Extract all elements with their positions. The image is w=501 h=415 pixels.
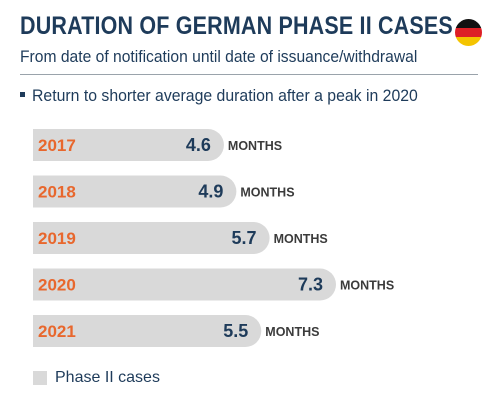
unit-label-2020: MONTHS: [340, 279, 394, 293]
unit-label-2021: MONTHS: [265, 325, 319, 339]
bar-2020: [33, 268, 336, 301]
bar-2018: [33, 175, 237, 208]
legend-label: Phase II cases: [55, 369, 160, 386]
legend-swatch: [33, 371, 47, 385]
value-label-2021: 5.5: [223, 321, 248, 341]
category-label-2020: 2020: [38, 276, 76, 295]
bar-2021: [33, 315, 262, 347]
value-label-2019: 5.7: [232, 228, 257, 248]
germany-flag-icon: [455, 19, 482, 46]
key-finding-text: Return to shorter average duration after…: [32, 86, 418, 105]
category-label-2021: 2021: [38, 322, 76, 341]
bar-2017: [33, 129, 224, 161]
unit-label-2017: MONTHS: [228, 139, 282, 153]
legend: Phase II cases: [33, 369, 160, 387]
value-label-2017: 4.6: [186, 135, 211, 155]
unit-label-2019: MONTHS: [274, 232, 328, 246]
value-label-2020: 7.3: [298, 275, 323, 295]
category-label-2018: 2018: [38, 183, 76, 202]
key-finding: Return to shorter average duration after…: [20, 86, 447, 106]
category-label-2019: 2019: [38, 229, 76, 248]
value-label-2018: 4.9: [198, 182, 223, 202]
chart-title: DURATION OF GERMAN PHASE II CASES: [20, 12, 453, 40]
bullet-icon: [20, 92, 25, 98]
header-divider: [20, 74, 478, 75]
unit-label-2018: MONTHS: [240, 186, 294, 200]
chart-subtitle: From date of notification until date of …: [20, 47, 418, 66]
category-label-2017: 2017: [38, 136, 76, 155]
bar-2019: [33, 222, 270, 254]
